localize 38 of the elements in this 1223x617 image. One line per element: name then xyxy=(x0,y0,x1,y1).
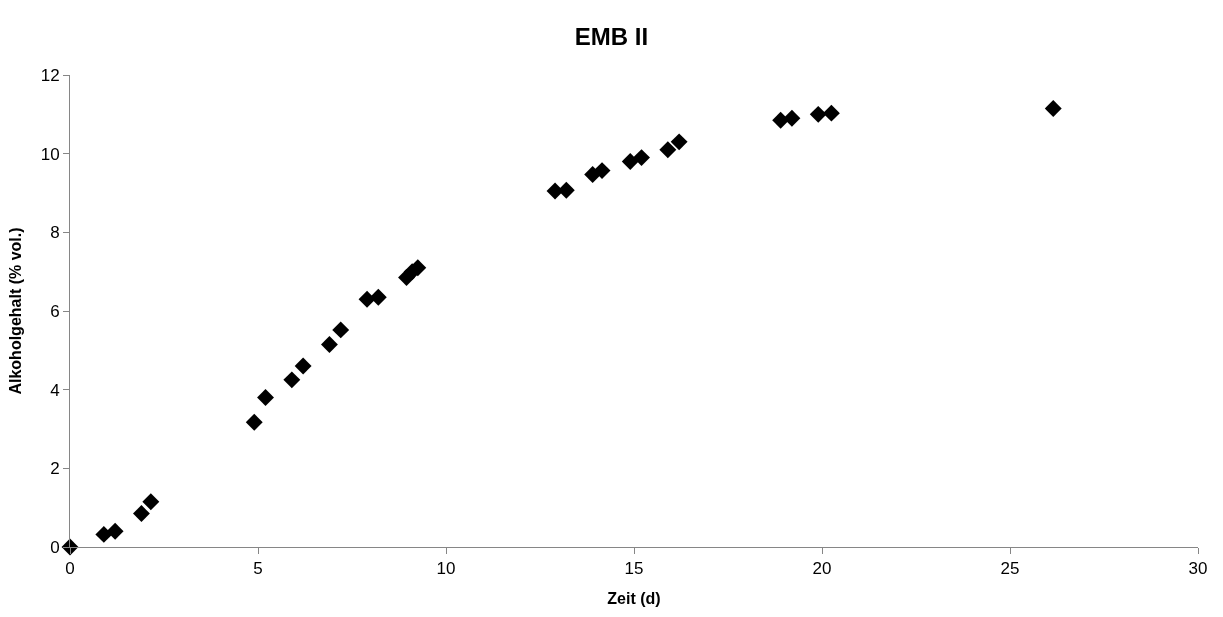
point xyxy=(633,149,650,167)
point xyxy=(95,525,113,543)
y-tick-label: 8 xyxy=(50,223,60,243)
point xyxy=(245,413,263,431)
point xyxy=(294,357,312,375)
x-tick-label: 20 xyxy=(812,559,832,579)
point xyxy=(783,109,801,127)
y-axis-title: Alkoholgehalt (% vol.) xyxy=(6,227,24,395)
point xyxy=(369,288,387,306)
x-tick-label: 15 xyxy=(624,559,644,579)
x-tick-label: 10 xyxy=(436,559,456,579)
point xyxy=(621,153,639,170)
point xyxy=(257,389,274,406)
y-tick-label: 0 xyxy=(50,537,60,557)
x-axis-title: Zeit (d) xyxy=(607,590,661,608)
x-tick-label: 0 xyxy=(65,559,75,579)
point xyxy=(593,162,611,180)
point xyxy=(132,505,150,523)
x-tick-label: 5 xyxy=(253,559,263,579)
x-tick-label: 25 xyxy=(1000,559,1020,579)
point xyxy=(659,141,677,159)
point xyxy=(1044,99,1062,117)
point xyxy=(670,133,688,151)
point xyxy=(142,493,160,511)
y-tick-label: 4 xyxy=(50,380,60,400)
point xyxy=(822,104,840,122)
x-tick-label: 30 xyxy=(1188,559,1208,579)
y-tick-label: 12 xyxy=(40,65,60,85)
y-tick-label: 2 xyxy=(50,459,60,479)
point xyxy=(106,522,124,540)
point xyxy=(809,105,827,123)
point xyxy=(332,321,350,339)
point xyxy=(320,335,338,353)
y-tick-label: 6 xyxy=(50,301,60,321)
chart-title: EMB II xyxy=(574,22,649,50)
point xyxy=(283,371,301,389)
point xyxy=(772,111,790,129)
y-tick-label: 10 xyxy=(40,144,60,164)
